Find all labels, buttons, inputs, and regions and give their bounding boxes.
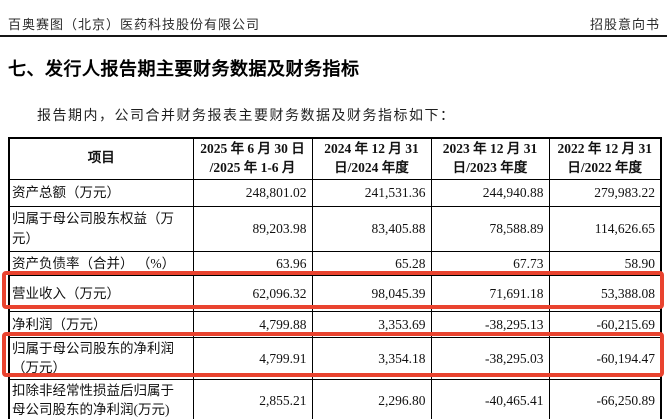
row-value: 3,353.69 (311, 310, 432, 338)
row-value: 78,588.89 (430, 205, 550, 252)
column-header-2024: 2024 年 12 月 31 日/2024 年度 (311, 137, 432, 180)
table-row-parent-net-profit: 归属于母公司股东的净利润（万元） 4,799.91 3,354.18 -38,2… (8, 336, 662, 380)
row-item-label: 资产负债率（合并） （%） (8, 250, 194, 276)
doc-type-label: 招股意向书 (589, 17, 660, 32)
row-item-label: 净利润（万元） (8, 310, 194, 338)
row-value: 4,799.88 (192, 310, 313, 338)
row-value: -60,215.69 (548, 310, 662, 338)
row-value: -40,465.41 (430, 378, 550, 419)
row-value: 3,354.18 (311, 336, 432, 380)
table-row-parent-equity: 归属于母公司股东权益（万元） 89,203.98 83,405.88 78,58… (8, 205, 662, 252)
row-value: 89,203.98 (192, 205, 313, 252)
table-header-row: 项目 2025 年 6 月 30 日 /2025 年 1-6 月 2024 年 … (8, 137, 662, 180)
row-value: 241,531.36 (311, 178, 432, 207)
column-header-2025: 2025 年 6 月 30 日 /2025 年 1-6 月 (192, 137, 313, 180)
row-value: 65.28 (311, 250, 432, 276)
row-value: -66,250.89 (548, 378, 662, 419)
row-item-label: 营业收入（万元） (8, 274, 194, 312)
row-item-label: 扣除非经常性损益后归属于母公司股东的净利润(万元) (8, 378, 194, 419)
row-value: 114,626.65 (548, 205, 662, 252)
row-item-label: 归属于母公司股东权益（万元） (8, 205, 194, 252)
table-row-revenue: 营业收入（万元） 62,096.32 98,045.39 71,691.18 5… (8, 274, 662, 312)
row-value: 83,405.88 (311, 205, 432, 252)
row-value: 71,691.18 (430, 274, 550, 312)
row-value: -60,194.47 (548, 336, 662, 380)
column-header-item: 项目 (8, 137, 194, 180)
column-header-2022: 2022 年 12 月 31 日/2022 年度 (548, 137, 662, 180)
row-item-label: 归属于母公司股东的净利润（万元） (8, 336, 194, 380)
row-value: 53,388.08 (548, 274, 662, 312)
table-row-adjusted-net-profit: 扣除非经常性损益后归属于母公司股东的净利润(万元) 2,855.21 2,296… (8, 378, 662, 419)
row-value: 98,045.39 (311, 274, 432, 312)
table-row-total-assets: 资产总额（万元） 248,801.02 241,531.36 244,940.8… (8, 178, 662, 207)
row-value: 248,801.02 (192, 178, 313, 207)
intro-text: 报告期内，公司合并财务报表主要财务数据及财务指标如下： (37, 109, 456, 124)
row-value: 67.73 (430, 250, 550, 276)
header-divider (0, 35, 667, 37)
row-value: -38,295.13 (430, 310, 550, 338)
page-header: 百奥赛图（北京）医药科技股份有限公司 招股意向书 (8, 14, 660, 33)
column-header-2023: 2023 年 12 月 31 日/2023 年度 (430, 137, 550, 180)
table-row-debt-ratio: 资产负债率（合并） （%） 63.96 65.28 67.73 58.90 (8, 250, 662, 276)
row-value: 63.96 (192, 250, 313, 276)
table-row-net-profit: 净利润（万元） 4,799.88 3,353.69 -38,295.13 -60… (8, 310, 662, 338)
company-name: 百奥赛图（北京）医药科技股份有限公司 (8, 17, 261, 32)
financials-table: 项目 2025 年 6 月 30 日 /2025 年 1-6 月 2024 年 … (8, 137, 662, 419)
row-value: 244,940.88 (430, 178, 550, 207)
row-value: 2,296.80 (311, 378, 432, 419)
row-value: 279,983.22 (548, 178, 662, 207)
row-item-label: 资产总额（万元） (8, 178, 194, 207)
row-value: -38,295.03 (430, 336, 550, 380)
row-value: 2,855.21 (192, 378, 313, 419)
row-value: 4,799.91 (192, 336, 313, 380)
row-value: 58.90 (548, 250, 662, 276)
section-title: 七、发行人报告期主要财务数据及财务指标 (8, 59, 360, 79)
row-value: 62,096.32 (192, 274, 313, 312)
